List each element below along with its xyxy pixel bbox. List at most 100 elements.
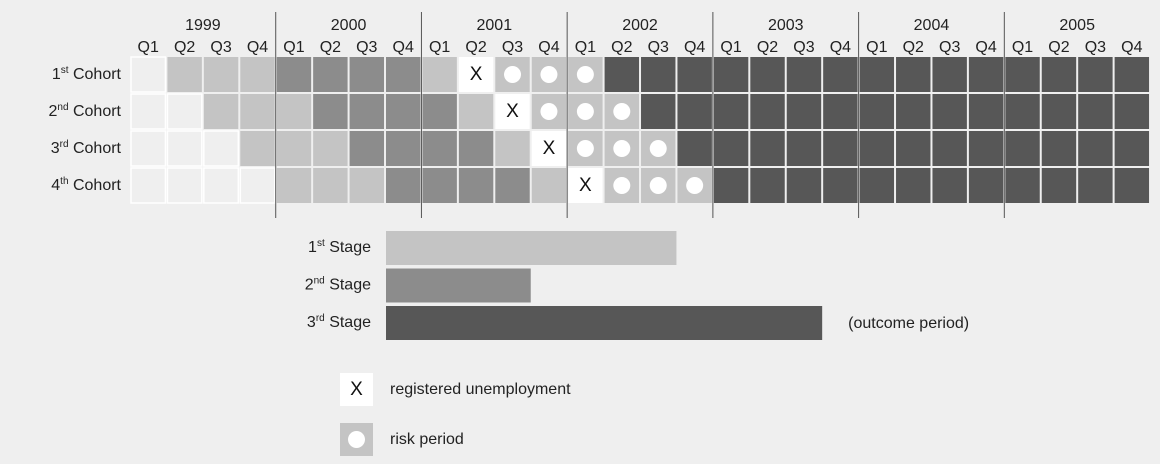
label-word: Cohort [73,140,122,157]
cell-dark [823,131,858,166]
cell-light [313,168,348,203]
cell-dark [1078,168,1113,203]
quarter-label: Q1 [866,39,887,56]
quarter-label: Q4 [830,39,851,56]
legend-risk-dot [348,431,365,448]
year-label: 2003 [768,17,804,34]
year-label: 2005 [1059,17,1095,34]
cell-light [313,131,348,166]
cell-dark [859,168,895,203]
quarter-label: Q3 [356,39,377,56]
quarter-label: Q1 [138,39,159,56]
quarter-label: Q3 [1085,39,1106,56]
cell-dark [786,131,822,166]
cell-dark [713,131,749,166]
quarter-label: Q4 [975,39,996,56]
cell-mid [386,131,421,166]
cell-risk-dot [504,66,522,83]
year-label: 2004 [914,17,950,34]
cell-light [531,168,567,203]
cell-dark [1078,57,1113,92]
cell-dark [968,57,1004,92]
quarter-label: Q4 [247,39,268,56]
cell-risk-dot [576,66,594,83]
quarter-label: Q1 [429,39,450,56]
cell-dark [1078,94,1113,129]
quarter-label: Q3 [648,39,669,56]
cell-x: X [470,64,483,85]
cell-dark [677,131,712,166]
cell-dark [786,94,822,129]
cell-x: X [579,175,592,196]
cell-risk-dot [576,103,594,120]
cell-dark [859,94,895,129]
quarter-label: Q2 [320,39,341,56]
ordinal-suffix: rd [60,139,69,150]
quarter-label: Q2 [1048,39,1069,56]
cell-dark [713,57,749,92]
cell-light [167,57,202,92]
cell-x [495,94,530,129]
cohort-label: 3rd Cohort [51,139,122,158]
ordinal-number: 2 [305,277,314,294]
cell-light [240,131,275,166]
cell-empty [130,130,167,167]
cell-mid [495,168,530,203]
cell-risk-dot [649,177,667,194]
cell-mid [422,168,457,203]
cohort-label: 4th Cohort [51,176,121,195]
cell-dark [932,168,967,203]
cell-dark [968,94,1004,129]
cell-dark [677,94,712,129]
cell-dark [823,94,858,129]
ordinal-number: 1 [52,66,61,83]
cell-mid [349,94,385,129]
legend-x-box [340,373,373,406]
cell-light [276,94,312,129]
cell-dark [1005,94,1040,129]
cell-risk-dot [540,103,558,120]
cell-light [349,168,385,203]
cell-mid [276,57,312,92]
quarter-label: Q1 [720,39,741,56]
quarter-label: Q4 [538,39,559,56]
label-word: Stage [329,277,371,294]
cell-dark [641,94,676,129]
cell-risk-dot [540,66,558,83]
quarter-label: Q1 [1012,39,1033,56]
cell-dark [1041,168,1077,203]
quarter-label: Q3 [502,39,523,56]
ordinal-number: 1 [308,239,317,256]
cell-dark [1114,131,1150,166]
cell-dark [713,94,749,129]
cell-dark [641,57,676,92]
quarter-label: Q2 [757,39,778,56]
cell-empty [203,130,240,167]
cell-dark [713,168,749,203]
quarter-label: Q1 [283,39,304,56]
cell-dark [750,168,785,203]
cell-x [568,168,603,203]
cell-x [531,131,567,166]
label-word: Stage [329,239,371,256]
cell-dark [1041,131,1077,166]
cell-dark [604,57,640,92]
cell-dark [1078,131,1113,166]
cell-dark [1114,57,1150,92]
cell-dark [968,131,1004,166]
label-word: Cohort [73,66,122,83]
cell-mid [349,57,385,92]
cell-mid [349,131,385,166]
cell-risk-dot [686,177,704,194]
ordinal-number: 2 [48,103,57,120]
stage-label: 2nd Stage [305,275,371,294]
cell-light [422,57,457,92]
quarter-label: Q3 [793,39,814,56]
cell-dark [786,57,822,92]
cell-light [240,57,275,92]
cell-dark [750,131,785,166]
quarter-label: Q1 [575,39,596,56]
ordinal-number: 4 [51,177,60,194]
ordinal-suffix: st [317,238,325,249]
cell-light [203,57,239,92]
